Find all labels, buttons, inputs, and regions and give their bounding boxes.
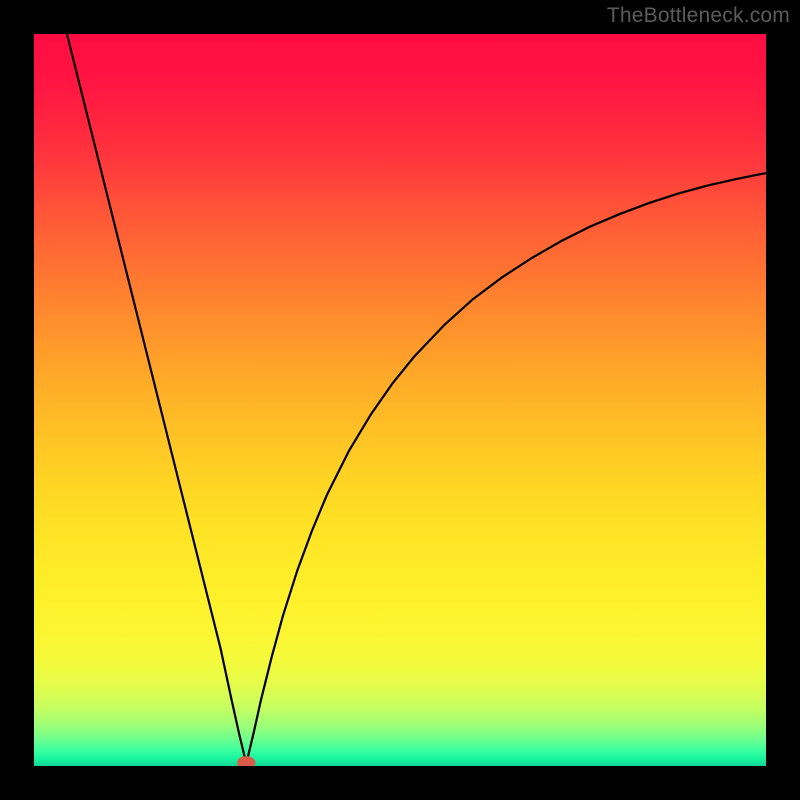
plot-area (34, 34, 766, 766)
watermark-text: TheBottleneck.com (607, 4, 790, 28)
chart-svg (34, 34, 766, 766)
chart-container: TheBottleneck.com (0, 0, 800, 800)
gradient-background (34, 34, 766, 766)
